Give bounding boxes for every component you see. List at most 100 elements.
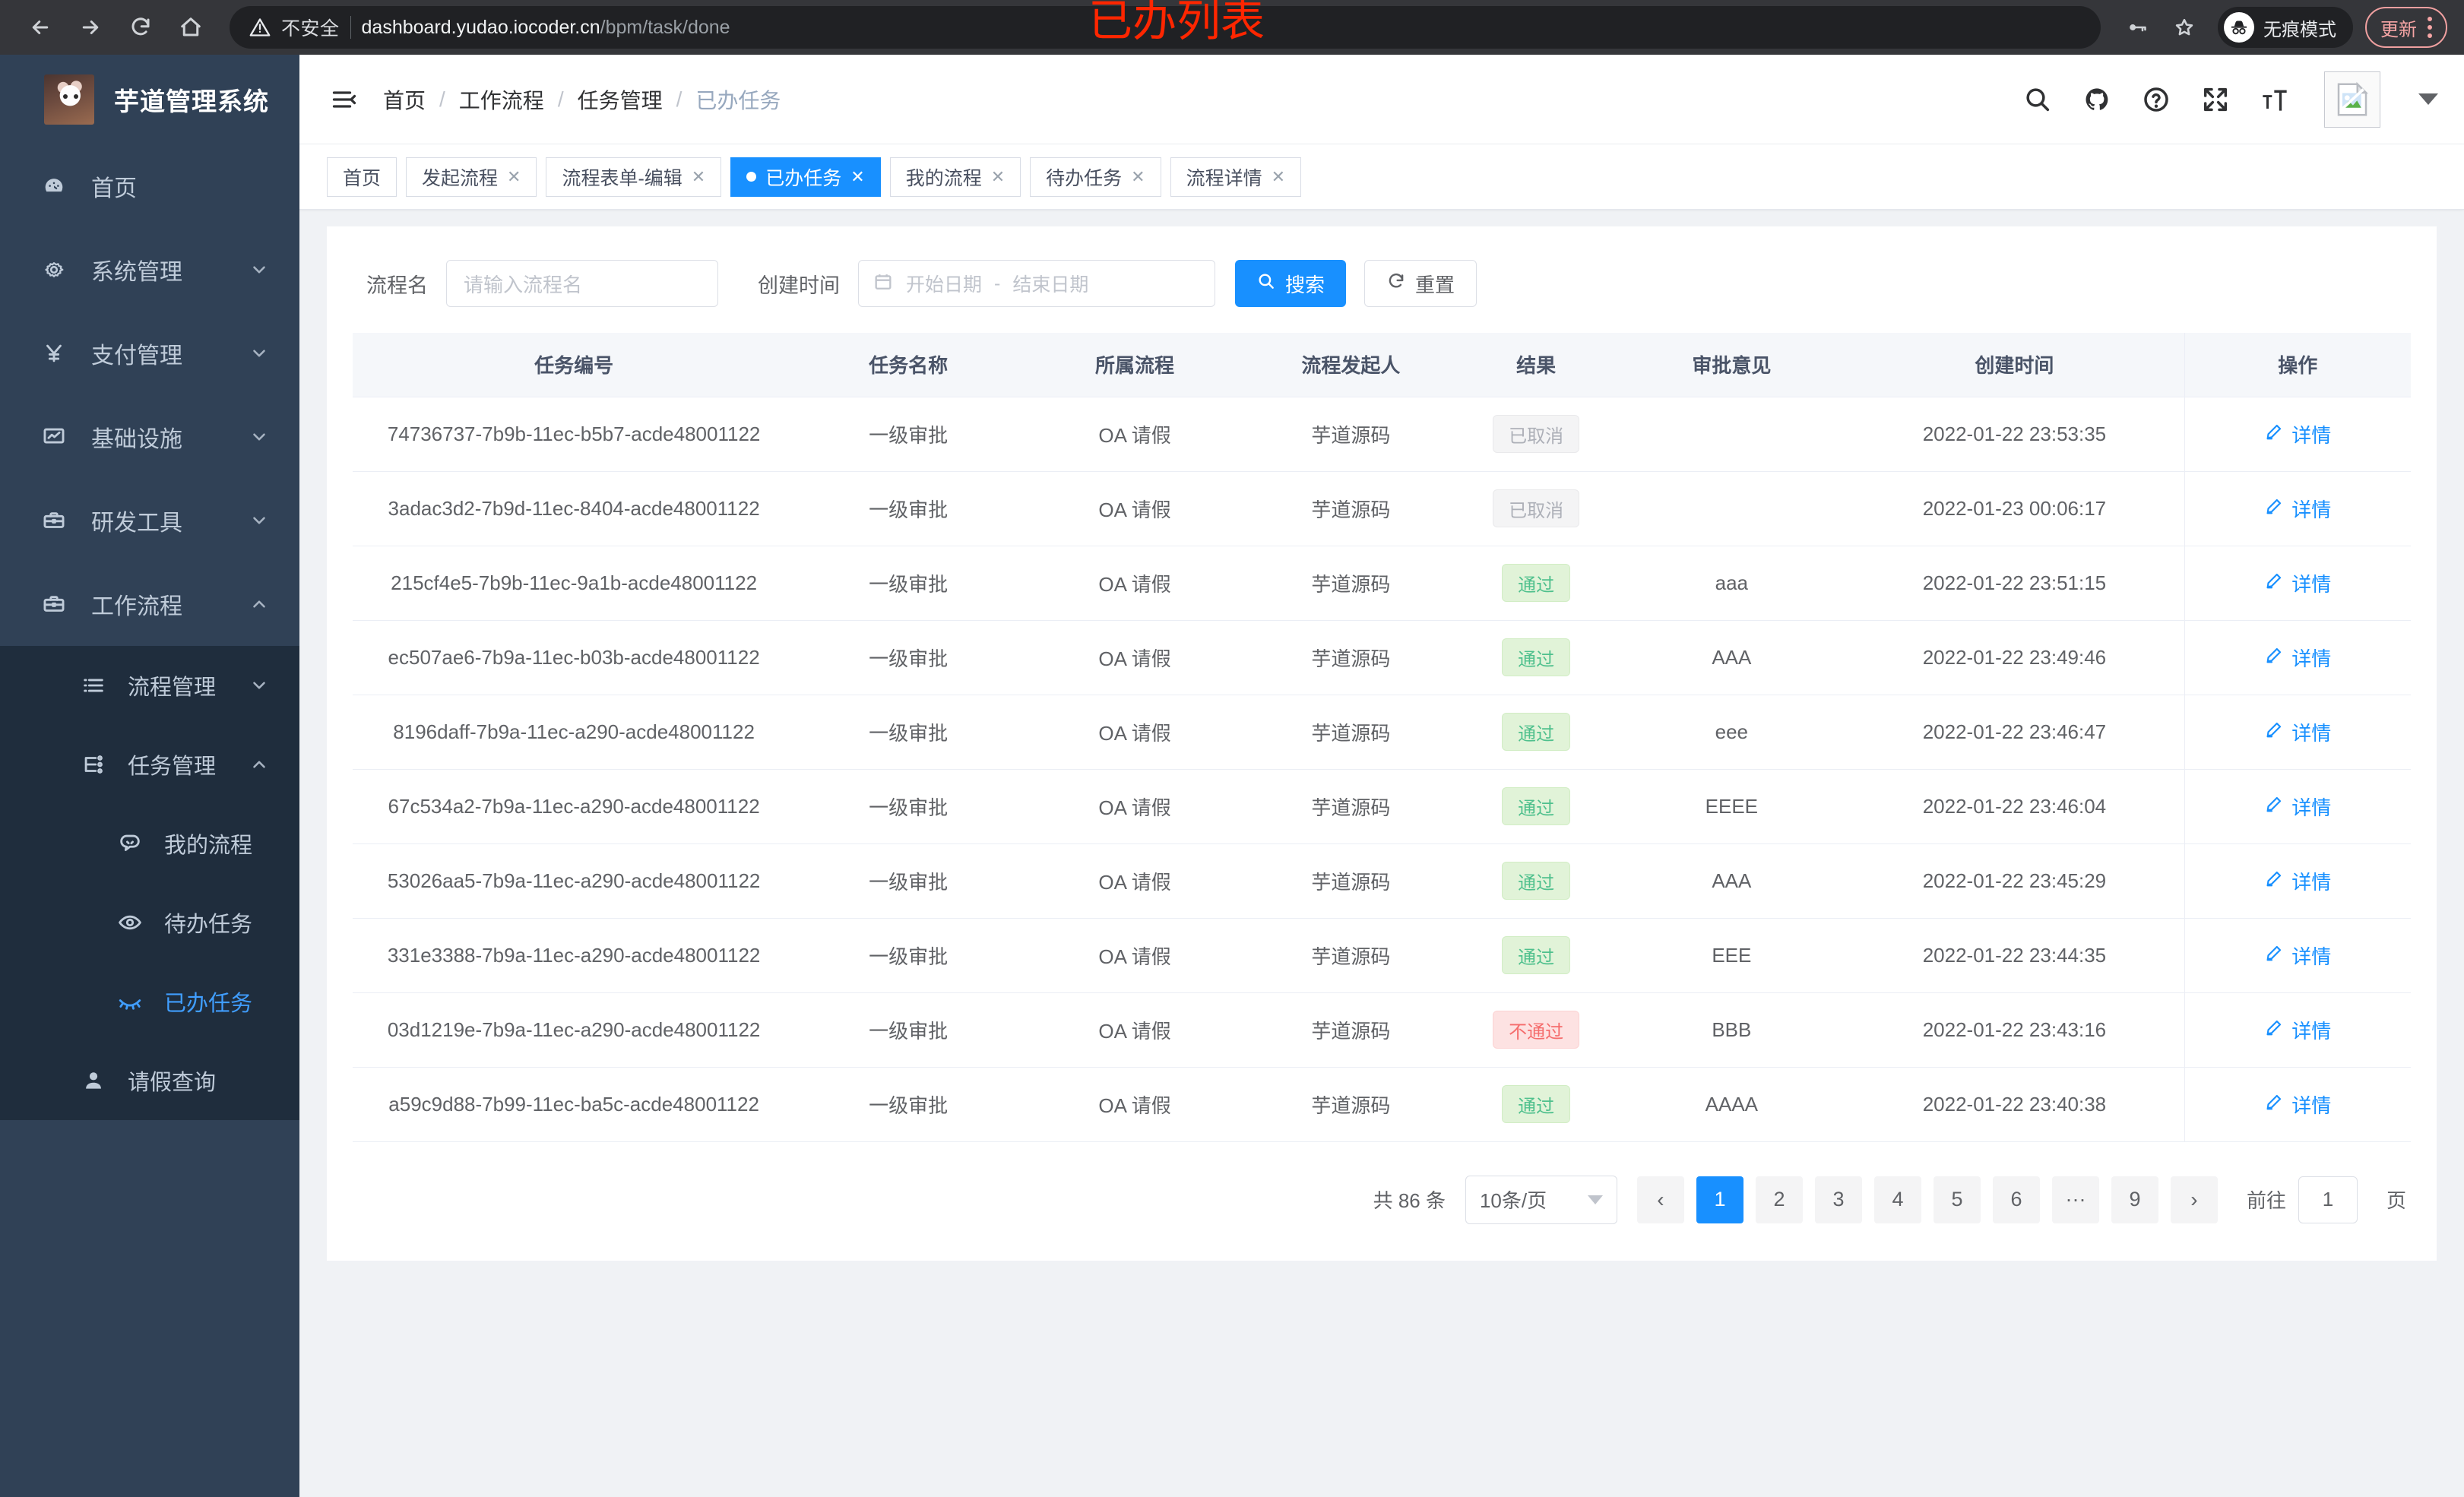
close-icon[interactable]: ✕ xyxy=(1271,166,1286,186)
next-page-button[interactable]: › xyxy=(2170,1176,2218,1223)
pencil-icon xyxy=(2264,496,2284,521)
detail-button-label: 详情 xyxy=(2291,498,2332,521)
sidebar-item-payment[interactable]: 支付管理 xyxy=(0,312,299,395)
detail-button[interactable]: 详情 xyxy=(2264,495,2331,523)
sidebar-item-infrastructure[interactable]: 基础设施 xyxy=(0,395,299,479)
chevron-down-icon[interactable] xyxy=(2418,93,2438,105)
key-icon[interactable] xyxy=(2116,6,2158,49)
cell-initiator: 芋道源码 xyxy=(1247,769,1454,844)
th-opinion: 审批意见 xyxy=(1618,333,1845,397)
detail-button[interactable]: 详情 xyxy=(2264,420,2331,448)
incognito-indicator[interactable]: 无痕模式 xyxy=(2218,7,2353,48)
page-button-4[interactable]: 4 xyxy=(1873,1176,1921,1223)
close-icon[interactable]: ✕ xyxy=(850,166,865,186)
list-icon xyxy=(79,673,108,698)
close-icon[interactable]: ✕ xyxy=(990,166,1006,186)
brand[interactable]: 芋道管理系统 xyxy=(0,55,299,144)
page-ellipsis[interactable]: ··· xyxy=(2051,1176,2099,1223)
page-button-2[interactable]: 2 xyxy=(1755,1176,1803,1223)
detail-button[interactable]: 详情 xyxy=(2264,644,2331,672)
sidebar-item-task-management[interactable]: 任务管理 xyxy=(0,725,299,804)
sidebar-item-system[interactable]: 系统管理 xyxy=(0,228,299,312)
sidebar-item-process-management[interactable]: 流程管理 xyxy=(0,646,299,725)
font-size-icon[interactable] xyxy=(2257,82,2292,117)
detail-button[interactable]: 详情 xyxy=(2264,942,2331,970)
tab-done-tasks[interactable]: 已办任务 ✕ xyxy=(730,157,881,197)
fullscreen-icon[interactable] xyxy=(2198,82,2233,117)
detail-button-label: 详情 xyxy=(2291,572,2332,596)
tab-process-detail[interactable]: 流程详情 ✕ xyxy=(1170,157,1302,197)
brand-name: 芋道管理系统 xyxy=(114,87,269,116)
page-button-9[interactable]: 9 xyxy=(2111,1176,2158,1223)
topbar-actions xyxy=(2020,71,2438,128)
cell-process: OA 请假 xyxy=(1021,397,1248,472)
tab-todo-tasks[interactable]: 待办任务 ✕ xyxy=(1030,157,1161,197)
reload-icon[interactable] xyxy=(117,4,164,51)
topbar: 首页 / 工作流程 / 任务管理 / 已办任务 xyxy=(299,55,2464,144)
sidebar-item-leave-query[interactable]: 请假查询 xyxy=(0,1041,299,1120)
github-icon[interactable] xyxy=(2079,82,2114,117)
detail-button[interactable]: 详情 xyxy=(2264,718,2331,746)
close-icon[interactable]: ✕ xyxy=(507,166,521,186)
detail-button[interactable]: 详情 xyxy=(2264,569,2331,597)
sidebar-item-done-tasks[interactable]: 已办任务 xyxy=(0,962,299,1041)
app-shell: 芋道管理系统 首页 系统管理 支付管理 基础设施 xyxy=(0,55,2464,1497)
hamburger-icon[interactable] xyxy=(327,82,362,117)
cell-actions: 详情 xyxy=(2184,620,2411,695)
forward-arrow-icon[interactable] xyxy=(67,4,114,51)
close-icon[interactable]: ✕ xyxy=(691,166,706,186)
page-button-1[interactable]: 1 xyxy=(1696,1176,1743,1223)
sidebar-item-todo-tasks[interactable]: 待办任务 xyxy=(0,883,299,962)
breadcrumb-item-0[interactable]: 首页 xyxy=(383,88,426,112)
tab-home[interactable]: 首页 xyxy=(327,157,397,197)
reset-button[interactable]: 重置 xyxy=(1364,260,1477,307)
not-secure-label: 不安全 xyxy=(281,18,340,40)
back-arrow-icon[interactable] xyxy=(17,4,64,51)
breadcrumb-item-1[interactable]: 工作流程 xyxy=(458,88,544,112)
goto-page-input[interactable]: 1 xyxy=(2298,1176,2358,1223)
detail-button[interactable]: 详情 xyxy=(2264,793,2331,821)
pencil-icon xyxy=(2264,869,2284,894)
home-icon[interactable] xyxy=(167,4,214,51)
dashboard-icon xyxy=(40,173,68,199)
help-icon[interactable] xyxy=(2139,82,2174,117)
page-button-5[interactable]: 5 xyxy=(1933,1176,1981,1223)
detail-button[interactable]: 详情 xyxy=(2264,867,2331,895)
sidebar-item-home[interactable]: 首页 xyxy=(0,144,299,228)
close-icon[interactable]: ✕ xyxy=(1131,166,1145,186)
sidebar-item-devtools[interactable]: 研发工具 xyxy=(0,479,299,562)
tab-start-process[interactable]: 发起流程 ✕ xyxy=(406,157,537,197)
sidebar-item-label: 请假查询 xyxy=(128,1071,217,1095)
detail-button[interactable]: 详情 xyxy=(2264,1090,2331,1119)
page-size-select[interactable]: 10条/页 xyxy=(1465,1175,1617,1224)
update-button[interactable]: 更新 xyxy=(2365,7,2447,48)
process-name-input[interactable]: 请输入流程名 xyxy=(446,260,718,307)
reset-button-label: 重置 xyxy=(1415,273,1455,296)
address-bar[interactable]: 不安全 dashboard.yudao.iocoder.cn/bpm/task/… xyxy=(230,6,2101,49)
search-button[interactable]: 搜索 xyxy=(1235,260,1347,307)
detail-button[interactable]: 详情 xyxy=(2264,1016,2331,1044)
page-button-6[interactable]: 6 xyxy=(1992,1176,2040,1223)
tab-process-form-edit[interactable]: 流程表单-编辑 ✕ xyxy=(546,157,722,197)
prev-page-button[interactable]: ‹ xyxy=(1636,1176,1684,1223)
star-icon[interactable] xyxy=(2163,6,2206,49)
incognito-hat-icon xyxy=(2224,12,2254,43)
breadcrumb: 首页 / 工作流程 / 任务管理 / 已办任务 xyxy=(383,84,2020,115)
cell-task-id: 8196daff-7b9a-11ec-a290-acde48001122 xyxy=(353,695,796,770)
page-button-3[interactable]: 3 xyxy=(1814,1176,1862,1223)
chrome-menu-icon[interactable] xyxy=(2428,17,2432,38)
chevron-up-icon xyxy=(249,755,269,774)
cell-process: OA 请假 xyxy=(1021,695,1248,770)
process-name-label: 流程名 xyxy=(366,274,428,297)
create-time-daterange[interactable]: 开始日期 - 结束日期 xyxy=(858,260,1215,307)
cell-created: 2022-01-23 00:06:17 xyxy=(1845,471,2185,546)
search-icon[interactable] xyxy=(2020,82,2055,117)
avatar[interactable] xyxy=(2324,71,2380,128)
breadcrumb-item-2[interactable]: 任务管理 xyxy=(577,88,663,112)
cell-task-id: 331e3388-7b9a-11ec-a290-acde48001122 xyxy=(353,918,796,993)
cell-result: 已取消 xyxy=(1453,471,1619,546)
sidebar-item-my-process[interactable]: 我的流程 xyxy=(0,804,299,883)
sidebar-item-workflow[interactable]: 工作流程 xyxy=(0,562,299,646)
tab-my-process[interactable]: 我的流程 ✕ xyxy=(889,157,1021,197)
detail-button-label: 详情 xyxy=(2291,1019,2332,1043)
